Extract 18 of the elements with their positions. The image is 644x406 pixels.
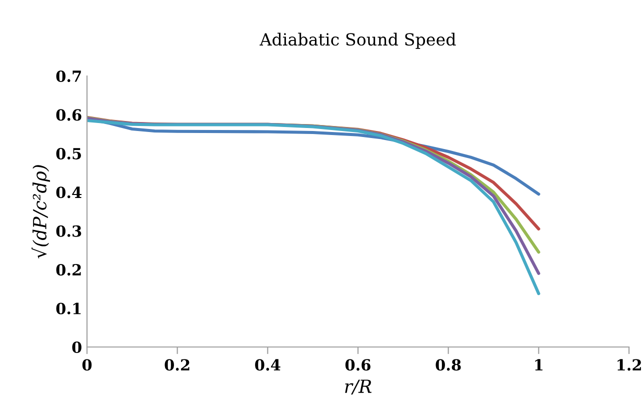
y-tick-label: 0.3 (56, 225, 82, 237)
y-tick-label: 0 (72, 341, 82, 354)
x-tick-label: 0.2 (164, 359, 190, 371)
y-tick-label: 0.2 (56, 264, 81, 276)
x-tick-label: 0.8 (436, 359, 461, 371)
x-tick-label: 1.2 (618, 359, 641, 371)
x-tick-label: 0 (82, 359, 92, 371)
chart-title: Adiabatic Sound Speed (260, 32, 456, 49)
x-tick-label: 0.6 (345, 359, 370, 371)
y-tick-label: 0.4 (56, 186, 82, 198)
y-tick-label: 0.5 (56, 148, 81, 160)
x-tick-label: 0.4 (255, 359, 280, 371)
x-tick-label: 1 (535, 359, 542, 370)
y-tick-label: 0.7 (56, 70, 81, 82)
y-tick-label: 0.6 (56, 109, 82, 121)
y-axis-title: √(dP/c²dρ) (32, 165, 50, 258)
x-axis-title: r/R (345, 380, 372, 395)
y-tick-label: 0.1 (56, 302, 81, 314)
